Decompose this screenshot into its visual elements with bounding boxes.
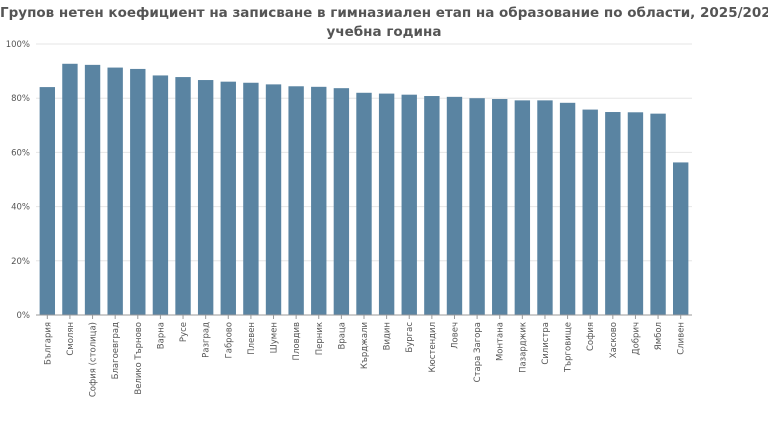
category-label: Търговище	[564, 322, 574, 373]
bar	[627, 112, 644, 316]
bar	[84, 64, 101, 315]
y-tick-label: 40%	[11, 203, 30, 213]
category-label: Ловеч	[450, 322, 460, 349]
bar	[220, 81, 236, 315]
category-label: Разград	[202, 322, 212, 358]
bar	[582, 109, 598, 315]
y-tick-label: 60%	[11, 148, 30, 158]
category-label: Добрич	[631, 322, 641, 355]
category-label: София (столица)	[89, 322, 99, 397]
category-label: Благоевград	[111, 322, 121, 379]
bar	[62, 63, 78, 315]
bar	[197, 80, 214, 315]
category-label: Видин	[383, 322, 393, 350]
category-label: Габрово	[224, 322, 234, 358]
x-axis	[36, 314, 692, 319]
category-label: Силистра	[541, 322, 551, 365]
y-tick-label: 0%	[17, 311, 31, 321]
bar	[175, 77, 191, 315]
category-label: Смолян	[66, 322, 76, 356]
y-axis-tick-labels: 0% 20% 40% 60% 80% 100%	[6, 40, 30, 321]
x-axis-category-labels: България Смолян София (столица) Благоевград…	[43, 322, 686, 397]
bar	[130, 68, 146, 315]
chart-title: Групов нетен коефициент на записване в г…	[0, 4, 768, 42]
bar	[559, 102, 576, 315]
category-label: Враца	[337, 322, 347, 349]
category-label: Бургас	[405, 322, 415, 353]
bar	[650, 113, 666, 315]
category-label: Монтана	[496, 322, 506, 361]
category-label: Русе	[179, 322, 189, 342]
bar	[265, 84, 282, 315]
bar	[605, 112, 621, 315]
category-label: Плевен	[247, 322, 257, 355]
category-label: Стара Загора	[473, 322, 483, 382]
category-label: Кюстендил	[428, 322, 438, 372]
category-label: Сливен	[677, 322, 687, 355]
category-label: Шумен	[270, 322, 280, 353]
category-label: Пловдив	[292, 322, 302, 360]
category-label: България	[43, 322, 53, 365]
category-label: София	[586, 322, 596, 351]
bar	[492, 99, 508, 315]
y-tick-label: 100%	[6, 40, 30, 50]
chart-title-line-1: Групов нетен коефициент на записване в г…	[0, 5, 768, 21]
bar	[401, 94, 417, 315]
bar	[152, 75, 169, 315]
bar	[243, 82, 259, 316]
category-label: Варна	[156, 322, 166, 349]
bar	[469, 98, 485, 315]
bar	[356, 92, 372, 315]
y-tick-label: 20%	[11, 257, 30, 267]
bars	[39, 63, 689, 316]
bar	[514, 100, 531, 315]
bar	[378, 93, 395, 315]
bar	[39, 87, 56, 316]
category-label: Хасково	[609, 322, 619, 358]
bar	[446, 96, 463, 315]
bar	[537, 100, 553, 315]
y-tick-label: 80%	[11, 94, 30, 104]
chart-title-line-2: учебна година	[326, 24, 442, 40]
bar	[107, 67, 123, 316]
category-label: Кърджали	[360, 322, 370, 369]
bar	[288, 86, 304, 315]
category-label: Перник	[315, 322, 325, 355]
category-label: Ямбол	[654, 322, 664, 350]
bar	[311, 86, 327, 316]
bar	[424, 96, 440, 315]
category-label: Велико Търново	[134, 322, 144, 395]
bar	[333, 88, 350, 315]
category-label: Пазарджик	[518, 322, 528, 373]
bar	[672, 162, 689, 315]
